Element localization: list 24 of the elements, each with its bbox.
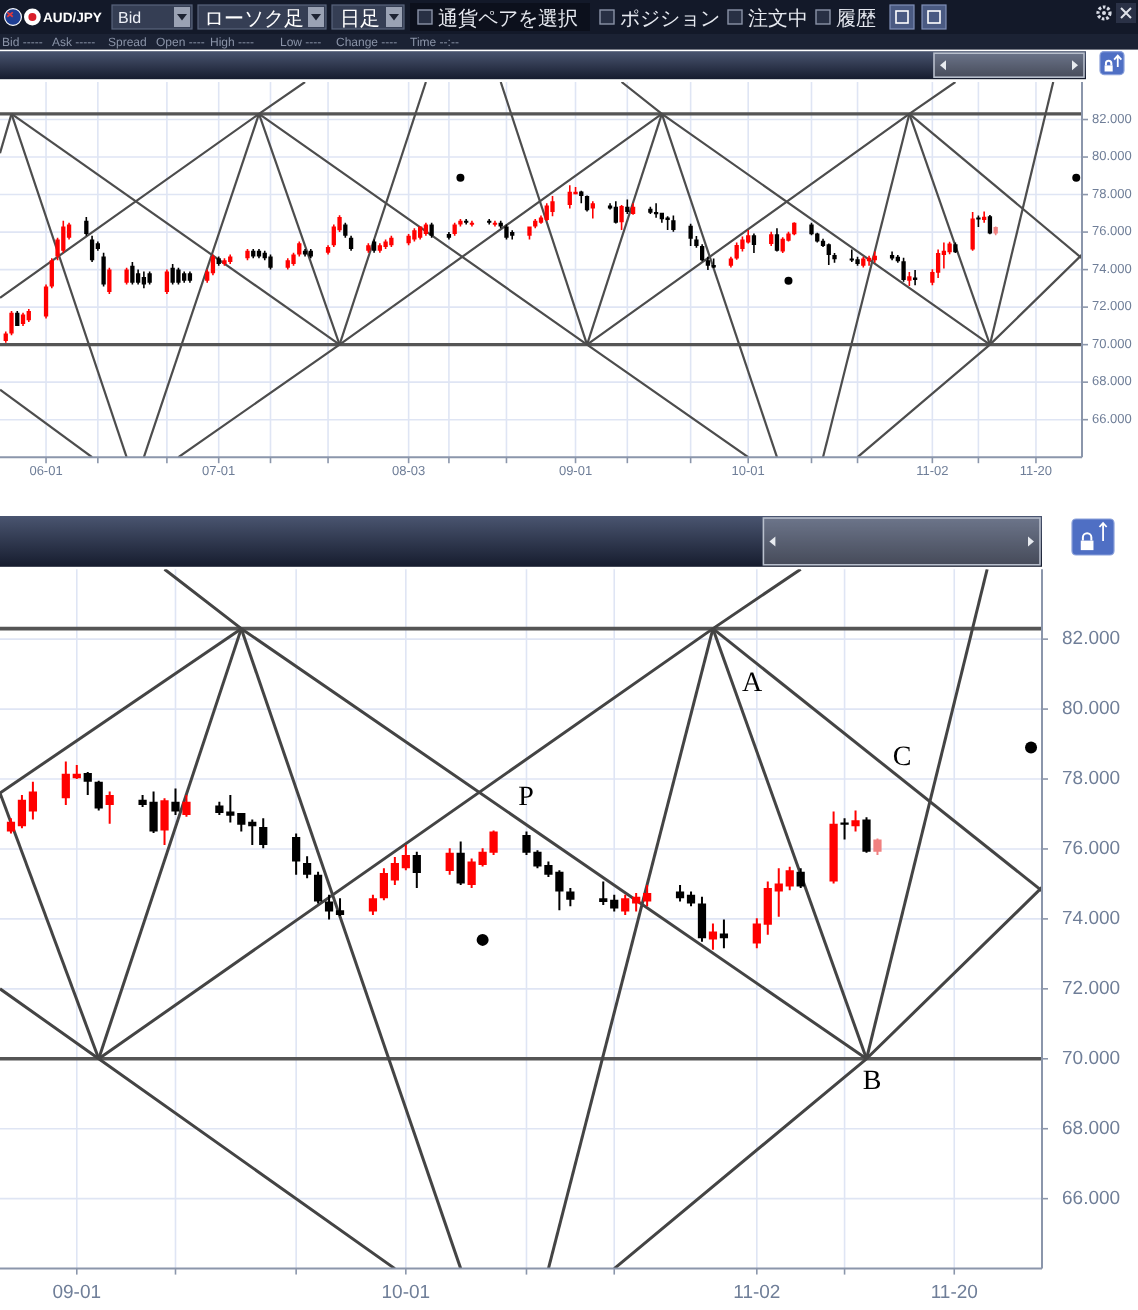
y-tick-label: 78.000 — [1062, 768, 1121, 791]
x-tick-label: 10-01 — [381, 1282, 431, 1304]
y-tick-label: 70.000 — [1062, 1047, 1121, 1070]
annotation: P — [518, 783, 535, 813]
x-tick-label: 11-20 — [930, 1282, 978, 1304]
y-tick-label: 66.000 — [1062, 1187, 1121, 1210]
text: ローソク足 — [204, 9, 304, 32]
text: 履歴 — [836, 9, 876, 32]
x-tick-label: 11-02 — [733, 1282, 781, 1304]
y-tick-label: 80.000 — [1062, 698, 1121, 721]
text: Bid — [118, 9, 142, 28]
text: 通貨ペアを選択 — [438, 7, 578, 32]
text: ポジション — [620, 9, 720, 32]
y-tick-label: 82.000 — [1062, 628, 1121, 651]
annotation: B — [862, 1067, 882, 1097]
x-tick-label: 09-01 — [52, 1282, 102, 1304]
annotation: A — [741, 669, 764, 699]
text: 日足 — [340, 9, 380, 32]
text: 注文中 — [748, 7, 808, 32]
annotation: C — [892, 743, 912, 773]
y-tick-label: 72.000 — [1062, 977, 1121, 1000]
y-tick-label: 68.000 — [1062, 1117, 1121, 1140]
y-tick-label: 74.000 — [1062, 907, 1121, 930]
y-tick-label: 76.000 — [1062, 837, 1121, 860]
